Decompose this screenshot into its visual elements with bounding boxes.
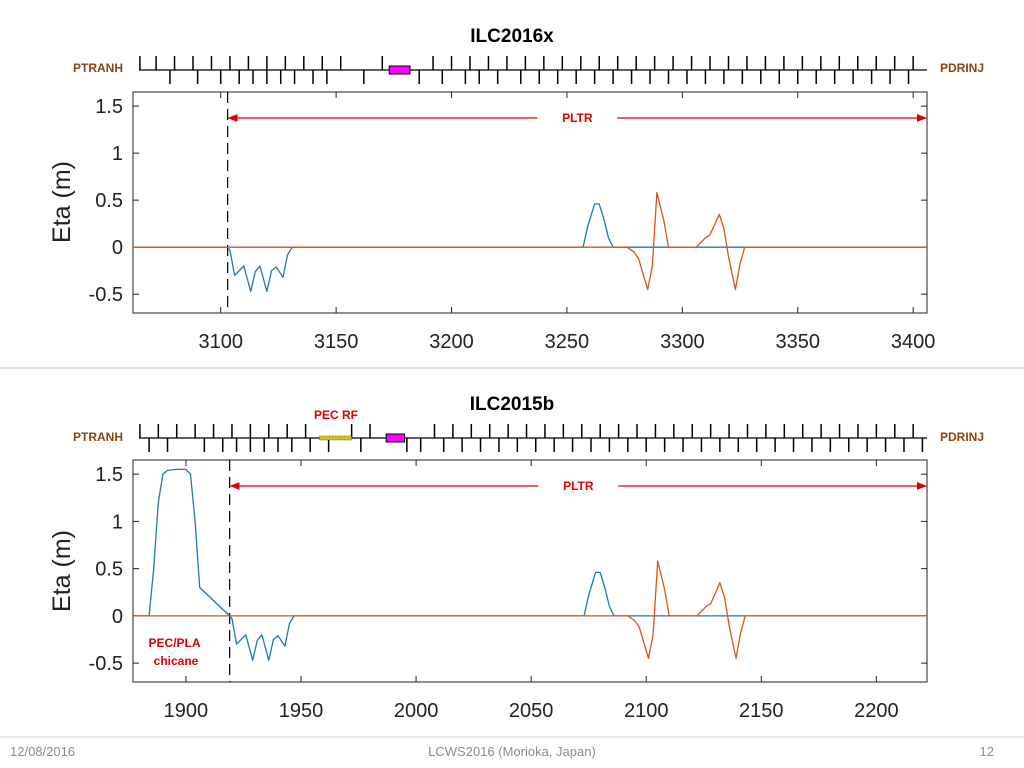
rf-cavity-box	[388, 65, 411, 75]
series-line-2	[133, 191, 927, 291]
beamline-end-label: PDRINJ	[940, 430, 984, 444]
footer-date: 12/08/2016	[10, 744, 76, 759]
rf-cavity-box	[385, 433, 406, 443]
series-line-2	[133, 560, 927, 660]
x-tick-label: 3250	[545, 331, 590, 353]
x-axis: 3100 3150 3200 3250 3300 3350 3400	[198, 92, 935, 353]
footer-event: LCWS2016 (Morioka, Japan)	[428, 744, 596, 759]
chicane-label-line-2: chicane	[154, 654, 199, 668]
beamline-end-label: PDRINJ	[940, 61, 984, 75]
y-axis: -0.5 0 0.5 1 1.5	[89, 464, 927, 675]
pltr-label: PLTR	[562, 111, 593, 125]
chicane-label: PEC/PLA chicane	[149, 636, 204, 668]
x-axis: 1900 1950 2000 2050 2100 2150 2200	[164, 460, 899, 722]
y-tick-label: -0.5	[89, 653, 123, 675]
y-tick-label: 0.5	[95, 559, 123, 581]
chicane-label-line-1: PEC/PLA	[149, 636, 201, 650]
x-tick-label: 2000	[394, 700, 439, 722]
chart-title: ILC2016x	[470, 26, 554, 47]
footer-page-number: 12	[979, 744, 994, 759]
x-tick-label: 3150	[314, 331, 359, 353]
beamline-layout	[139, 424, 927, 452]
pec-rf-label: PEC RF	[314, 408, 358, 422]
y-tick-label: 1.5	[95, 464, 123, 486]
y-tick-label: 1	[112, 511, 123, 533]
x-tick-label: 3350	[775, 331, 820, 353]
y-tick-label: -0.5	[89, 284, 123, 306]
pec-rf-band	[319, 435, 352, 441]
x-tick-label: 2050	[509, 700, 554, 722]
x-tick-label: 2200	[854, 700, 899, 722]
series-line-1	[133, 203, 927, 293]
x-tick-label: 2100	[624, 700, 669, 722]
y-tick-label: 1	[112, 143, 123, 165]
y-axis-label: Eta (m)	[48, 530, 76, 612]
beamline-start-label: PTRANH	[73, 61, 123, 75]
x-tick-label: 1950	[279, 700, 324, 722]
pltr-label: PLTR	[563, 479, 594, 493]
y-axis: -0.5 0 0.5 1 1.5	[89, 96, 927, 306]
y-tick-label: 0	[112, 606, 123, 628]
x-tick-label: 3100	[198, 331, 243, 353]
y-axis-label: Eta (m)	[48, 161, 76, 243]
x-tick-label: 3300	[660, 331, 705, 353]
y-tick-label: 1.5	[95, 96, 123, 118]
y-tick-label: 0	[112, 237, 123, 259]
series-group	[133, 468, 927, 661]
series-group	[133, 191, 927, 293]
x-tick-label: 3200	[429, 331, 474, 353]
plot-frame	[132, 459, 928, 683]
plot-frame	[132, 91, 928, 314]
chart-title: ILC2015b	[470, 394, 554, 415]
x-tick-label: 1900	[164, 700, 209, 722]
y-tick-label: 0.5	[95, 190, 123, 212]
beamline-layout	[139, 56, 927, 84]
beamline-start-label: PTRANH	[73, 430, 123, 444]
chart-ilc2015b: ILC2015b PEC RF PTRANH PDRINJ -0.5 0 0.5 1 1…	[48, 394, 984, 722]
x-tick-label: 3400	[891, 331, 936, 353]
x-tick-label: 2150	[739, 700, 784, 722]
chart-ilc2016x: ILC2016x PTRANH PDRINJ -0.5 0 0.5 1 1.5 3100…	[48, 26, 984, 353]
series-line-1	[133, 468, 927, 661]
